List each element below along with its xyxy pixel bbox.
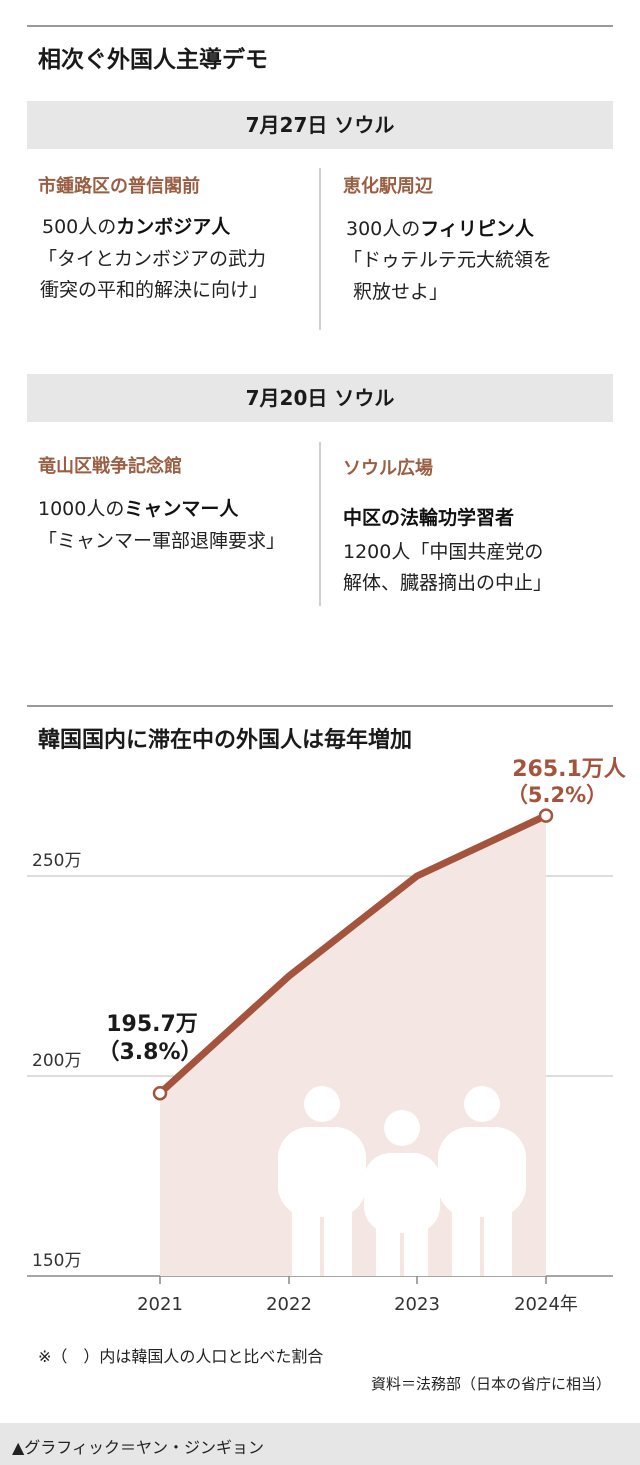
event-demand: 「タイとカンボジアの武力 (38, 248, 267, 270)
event-location: 恵化駅周辺 (343, 176, 433, 197)
event-date-band: 7月20日 ソウル (27, 374, 613, 422)
demo-section-title: 相次ぐ外国人主導デモ (38, 47, 268, 73)
participant-count: 1000人の (38, 498, 125, 520)
participant-group: フィリピン人 (420, 218, 534, 240)
event-location: ソウル広場 (343, 458, 433, 479)
participant-count: 500人の (42, 216, 117, 238)
series-line (156, 812, 550, 1097)
event-demand: 衝突の平和的解決に向け」 (40, 279, 269, 301)
x-tick-label: 2024年 (514, 1294, 578, 1315)
person-head (384, 1110, 420, 1146)
top-rule (27, 25, 613, 27)
participant-count: 300人の (346, 218, 421, 240)
person-body (364, 1153, 440, 1233)
participant-group: カンボジア人 (116, 216, 231, 238)
chart-title: 韓国国内に滞在中の外国人は毎年増加 (38, 728, 413, 753)
x-tick-label: 2022 (266, 1294, 312, 1315)
population-chart: 150万 200万 250万 2021 2022 2023 2024年 195.7万 （3.8%… (27, 757, 626, 1315)
end-value-label: 265.1万人 (512, 757, 626, 782)
event-participants: 300人のフィリピン人 (346, 214, 534, 241)
data-point (538, 808, 554, 823)
event-participants: 中区の法輪功学習者 (343, 503, 514, 530)
end-share-label: （5.2%） (507, 783, 607, 807)
percentage-note: ※（ ）内は韓国人の人口と比べた割合 (38, 1347, 324, 1366)
credit-bar: ▲グラフィック＝ヤン・ジンギョン (0, 1423, 640, 1465)
x-tick-label: 2023 (394, 1294, 440, 1315)
event-participants: 500人のカンボジア人 (42, 212, 230, 239)
person-head (464, 1086, 500, 1122)
event-column-divider (319, 442, 321, 606)
person-leg (292, 1176, 320, 1276)
person-body (438, 1127, 526, 1217)
x-tick-label: 2021 (137, 1294, 183, 1315)
y-tick-label: 250万 (32, 851, 81, 871)
start-value-label: 195.7万 (106, 1012, 198, 1037)
event-column-divider (319, 168, 321, 330)
person-head (304, 1086, 340, 1122)
participant-group: ミャンマー人 (124, 498, 239, 520)
participant-group: 中区の法輪功学習者 (343, 507, 515, 529)
event-demand: 「ドゥテルテ元大統領を (343, 249, 553, 271)
person-leg (452, 1176, 480, 1276)
event-date-band: 7月27日 ソウル (27, 101, 613, 149)
event-demand: 1200人「中国共産党の (343, 541, 544, 563)
event-demand: 釈放せよ」 (353, 281, 449, 303)
source-note: 資料＝法務部（日本の省庁に相当） (371, 1375, 612, 1393)
people-silhouette-icon (278, 1086, 526, 1276)
person-leg (404, 1197, 428, 1276)
y-tick-label: 150万 (32, 1251, 81, 1271)
start-share-label: （3.8%） (97, 1040, 202, 1065)
person-leg (484, 1176, 512, 1276)
person-leg (324, 1176, 352, 1276)
person-leg (376, 1197, 400, 1276)
y-tick-label: 200万 (32, 1051, 81, 1071)
event-participants: 1000人のミャンマー人 (38, 494, 238, 521)
event-demand: 「ミャンマー軍部退陣要求」 (38, 530, 286, 552)
chart-top-rule (27, 705, 613, 707)
person-body (278, 1127, 366, 1217)
graphic-credit: ▲グラフィック＝ヤン・ジンギョン (12, 1438, 264, 1457)
event-demand: 解体、臓器摘出の中止」 (343, 572, 553, 594)
data-point (152, 1085, 168, 1101)
event-location: 竜山区戦争記念館 (38, 456, 182, 477)
event-location: 市鍾路区の普信閣前 (38, 176, 200, 197)
